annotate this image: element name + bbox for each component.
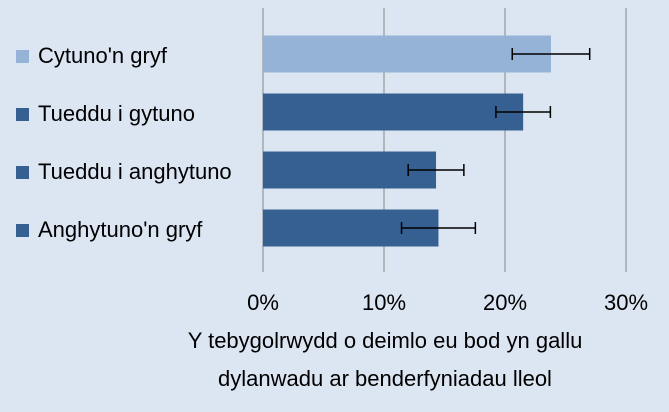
category-swatch xyxy=(16,108,29,121)
x-axis-label: Y tebygolrwydd o deimlo eu bod yn gallu xyxy=(188,328,583,353)
x-axis-label: dylanwadu ar benderfyniadau lleol xyxy=(218,366,552,391)
bar xyxy=(263,151,437,189)
category-label: Cytuno'n gryf xyxy=(38,43,167,68)
category-label: Anghytuno'n gryf xyxy=(38,217,203,242)
category-label: Tueddu i anghytuno xyxy=(38,159,232,184)
bar xyxy=(263,35,551,73)
x-tick-label: 0% xyxy=(247,290,279,315)
category-swatch xyxy=(16,166,29,179)
x-tick-label: 30% xyxy=(604,290,648,315)
bar xyxy=(263,93,524,131)
x-tick-label: 10% xyxy=(362,290,406,315)
category-label: Tueddu i gytuno xyxy=(38,101,195,126)
x-tick-label: 20% xyxy=(483,290,527,315)
category-swatch xyxy=(16,50,29,63)
category-swatch xyxy=(16,224,29,237)
